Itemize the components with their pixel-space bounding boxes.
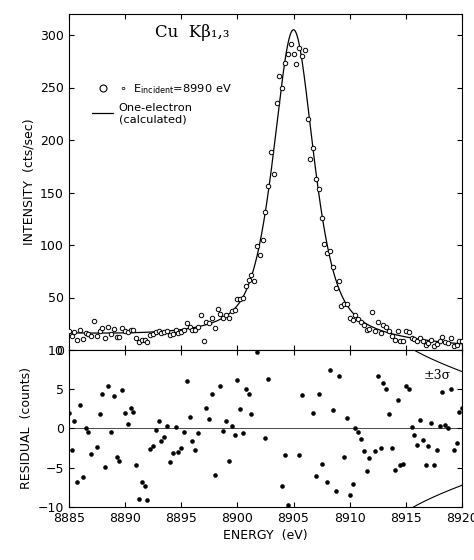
X-axis label: ENERGY  (eV): ENERGY (eV) xyxy=(223,529,308,542)
Y-axis label: INTENSITY  (cts/sec): INTENSITY (cts/sec) xyxy=(23,119,36,245)
Legend: $\circ$  E$_{\mathrm{incident}}$=8990 eV, One-electron
(calculated): $\circ$ E$_{\mathrm{incident}}$=8990 eV,… xyxy=(90,80,234,127)
Y-axis label: RESIDUAL  (counts): RESIDUAL (counts) xyxy=(20,367,33,489)
Text: Cu  Kβ₁,₃: Cu Kβ₁,₃ xyxy=(155,24,230,41)
Text: ±3σ: ±3σ xyxy=(423,369,450,382)
